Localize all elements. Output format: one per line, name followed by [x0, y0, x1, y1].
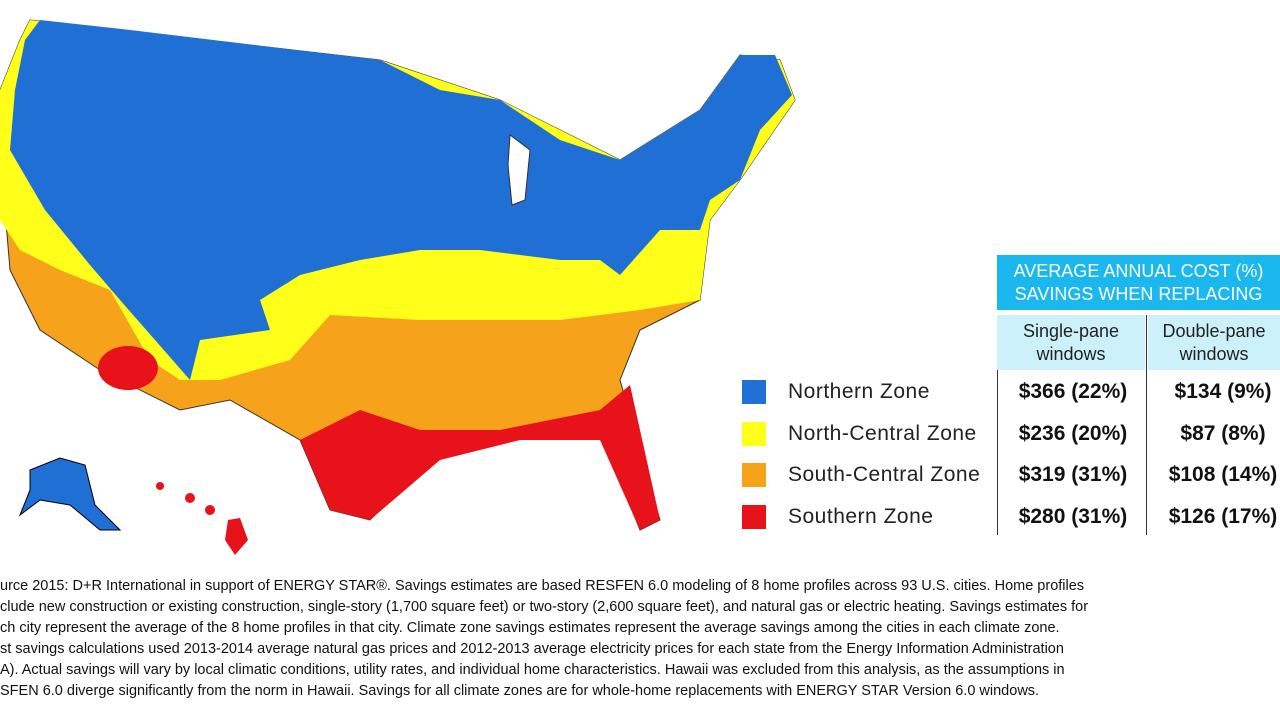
single-pane-savings: $366 (22%) [1018, 380, 1128, 403]
table-header: AVERAGE ANNUAL COST (%) SAVINGS WHEN REPL… [997, 255, 1280, 310]
hawaii [225, 518, 248, 555]
header-line: SAVINGS WHEN REPLACING [1014, 284, 1263, 304]
zone-name: North-Central Zone [788, 421, 977, 445]
footnote-line: st savings calculations used 2013-2014 a… [0, 641, 1064, 657]
great-lakes [507, 134, 531, 206]
table-row: North-Central Zone $236 (20%) $87 (8%) [737, 414, 1280, 455]
southern-region [300, 385, 660, 530]
footnote-line: ch city represent the average of the 8 h… [0, 620, 1060, 636]
zone-swatch [742, 504, 766, 529]
table-row: Northern Zone $366 (22%) $134 (9%) [737, 372, 1280, 413]
zone-name: South-Central Zone [788, 463, 981, 486]
separator [1146, 315, 1147, 535]
column-header: Single-pane windows [997, 315, 1145, 370]
double-pane-savings: $134 (9%) [1174, 380, 1272, 403]
southern-region [98, 346, 158, 390]
footnote-line: A). Actual savings will vary by local cl… [0, 662, 1065, 678]
map [0, 19, 796, 555]
zone-swatch [742, 463, 766, 487]
single-pane-savings: $319 (31%) [1018, 463, 1128, 486]
hawaii [205, 505, 215, 515]
footnote-line: clude new construction or existing const… [0, 599, 1089, 615]
hawaii [156, 482, 164, 490]
column-header: Double-pane windows [1148, 315, 1280, 370]
zone-swatch [742, 421, 766, 446]
double-pane-savings: $87 (8%) [1180, 421, 1266, 445]
northern-region [10, 20, 792, 380]
zone-name: Northern Zone [788, 380, 930, 403]
alaska [18, 457, 122, 531]
zone-swatch [742, 380, 766, 404]
double-pane-savings: $108 (14%) [1168, 463, 1278, 486]
hawaii [185, 493, 195, 503]
table-row: South-Central Zone $319 (31%) $108 (14%) [737, 455, 1280, 496]
table-row: Southern Zone $280 (31%) $126 (17%) [737, 497, 1280, 538]
footnote: urce 2015: D+R International in support … [0, 576, 1280, 702]
single-pane-savings: $236 (20%) [1018, 421, 1128, 445]
header-line: AVERAGE ANNUAL COST (%) [1013, 261, 1264, 281]
footnote-line: SFEN 6.0 diverge significantly from the … [0, 683, 1040, 699]
footnote-line: urce 2015: D+R International in support … [0, 578, 1085, 594]
double-pane-savings: $126 (17%) [1168, 504, 1278, 528]
single-pane-savings: $280 (31%) [1018, 504, 1128, 528]
zone-name: Southern Zone [788, 504, 934, 528]
separator [997, 370, 998, 535]
